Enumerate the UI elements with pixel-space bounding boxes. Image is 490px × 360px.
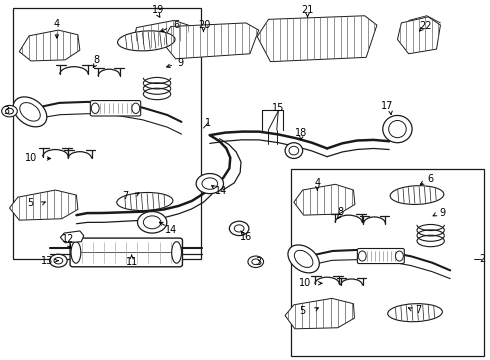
Ellipse shape: [395, 251, 403, 261]
Ellipse shape: [71, 242, 81, 263]
Ellipse shape: [132, 103, 140, 113]
FancyBboxPatch shape: [357, 248, 404, 264]
Text: 6: 6: [173, 20, 180, 30]
FancyBboxPatch shape: [90, 100, 141, 116]
Polygon shape: [134, 21, 190, 48]
Ellipse shape: [358, 251, 366, 261]
Ellipse shape: [388, 304, 442, 322]
Text: 11: 11: [125, 257, 138, 267]
Ellipse shape: [117, 193, 173, 211]
Text: 3: 3: [3, 106, 10, 116]
Ellipse shape: [172, 242, 181, 263]
Text: 20: 20: [199, 20, 211, 30]
Polygon shape: [162, 23, 259, 59]
Ellipse shape: [144, 216, 161, 229]
Ellipse shape: [49, 254, 67, 267]
Ellipse shape: [288, 245, 319, 273]
Ellipse shape: [20, 103, 40, 121]
Ellipse shape: [202, 178, 218, 189]
Ellipse shape: [389, 121, 406, 138]
Text: 14: 14: [216, 186, 228, 196]
Bar: [292, 169, 485, 356]
Ellipse shape: [383, 116, 412, 143]
Polygon shape: [294, 184, 355, 215]
Text: 14: 14: [165, 225, 177, 235]
Ellipse shape: [294, 250, 313, 267]
Text: 9: 9: [440, 208, 446, 218]
Text: 8: 8: [337, 207, 343, 217]
FancyBboxPatch shape: [70, 238, 182, 267]
Text: 7: 7: [122, 191, 128, 201]
Text: 5: 5: [299, 306, 306, 316]
Ellipse shape: [285, 143, 303, 158]
Polygon shape: [19, 30, 80, 61]
Text: 7: 7: [416, 305, 421, 315]
Polygon shape: [397, 17, 441, 54]
Polygon shape: [285, 298, 354, 329]
Text: 15: 15: [272, 103, 284, 113]
Text: 8: 8: [93, 55, 99, 65]
Ellipse shape: [118, 31, 175, 51]
Ellipse shape: [91, 103, 99, 113]
Text: 16: 16: [240, 232, 252, 242]
Text: 10: 10: [298, 278, 311, 288]
Ellipse shape: [196, 174, 223, 194]
Text: 5: 5: [27, 198, 33, 208]
Text: 4: 4: [54, 19, 60, 29]
Text: 3: 3: [256, 257, 262, 267]
Text: 10: 10: [25, 153, 37, 163]
Bar: [13, 8, 201, 259]
Text: 9: 9: [177, 58, 184, 68]
Ellipse shape: [13, 97, 47, 127]
Ellipse shape: [1, 105, 17, 117]
Ellipse shape: [248, 256, 264, 267]
Text: 6: 6: [428, 174, 434, 184]
Ellipse shape: [390, 186, 444, 204]
Ellipse shape: [5, 108, 13, 114]
Text: 17: 17: [381, 102, 393, 112]
Text: 13: 13: [41, 256, 53, 266]
Text: 2: 2: [479, 254, 485, 264]
Text: 12: 12: [62, 234, 74, 244]
Polygon shape: [60, 231, 84, 243]
Polygon shape: [257, 16, 377, 62]
Text: 18: 18: [295, 128, 307, 138]
Text: 19: 19: [152, 5, 164, 15]
Ellipse shape: [138, 212, 167, 233]
Text: 21: 21: [301, 5, 314, 15]
Ellipse shape: [229, 221, 249, 235]
Text: 1: 1: [205, 118, 211, 128]
Text: 4: 4: [314, 178, 320, 188]
Polygon shape: [9, 190, 78, 220]
Text: 22: 22: [419, 21, 432, 31]
